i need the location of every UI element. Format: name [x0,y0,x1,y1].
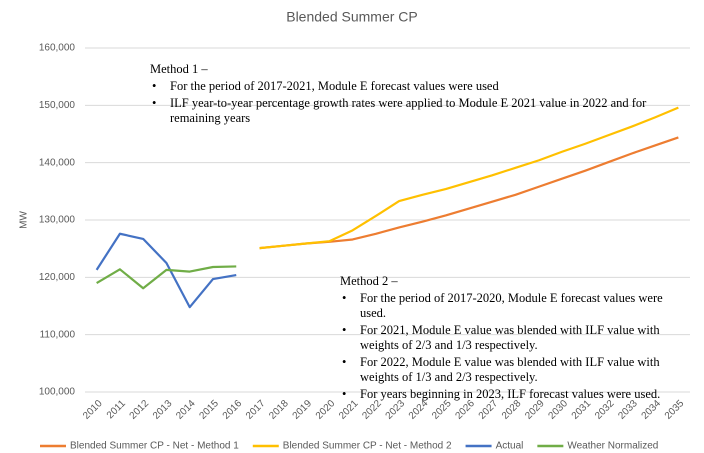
annotation-title: Method 2 – [340,274,398,288]
annotation-item: For 2022, Module E value was blended wit… [340,355,690,385]
x-tick-label: 2010 [81,398,105,422]
y-tick-label: 120,000 [39,272,76,283]
y-tick-label: 160,000 [39,43,76,54]
x-tick-label: 2015 [197,398,221,422]
x-tick-label: 2016 [221,398,245,422]
annotation-item: For the period of 2017-2020, Module E fo… [340,291,690,321]
legend-label: Weather Normalized [567,441,658,452]
annotation-item: For the period of 2017-2021, Module E fo… [150,79,670,94]
annotation-item: For years beginning in 2023, ILF forecas… [340,387,690,402]
annotation-item: For 2021, Module E value was blended wit… [340,323,690,353]
x-tick-label: 2012 [128,398,152,422]
y-axis-label: MW [19,211,30,229]
y-tick-label: 140,000 [39,157,76,168]
y-tick-label: 150,000 [39,100,76,111]
series-line [96,265,237,290]
series-line [259,136,679,250]
x-tick-label: 2011 [105,398,128,421]
annotation: Method 1 – For the period of 2017-2021, … [150,62,670,128]
x-tick-label: 2018 [267,398,291,422]
annotation-title: Method 1 – [150,62,208,76]
legend-label: Actual [496,441,524,452]
series-line [259,106,679,250]
annotation-list: For the period of 2017-2021, Module E fo… [150,79,670,126]
x-tick-label: 2013 [151,398,175,422]
y-tick-label: 130,000 [39,215,76,226]
annotation: Method 2 – For the period of 2017-2020, … [340,274,690,404]
y-tick-label: 100,000 [39,387,76,398]
x-tick-label: 2014 [174,398,198,422]
legend-label: Blended Summer CP - Net - Method 2 [283,441,452,452]
series-line [95,232,237,309]
chart-title: Blended Summer CP [286,9,418,25]
x-tick-label: 2017 [244,398,268,422]
y-tick-label: 110,000 [40,329,76,340]
annotation-list: For the period of 2017-2020, Module E fo… [340,291,690,402]
x-tick-label: 2020 [314,398,338,422]
x-tick-label: 2019 [291,398,315,422]
legend-label: Blended Summer CP - Net - Method 1 [70,441,239,452]
annotation-item: ILF year-to-year percentage growth rates… [150,96,670,126]
